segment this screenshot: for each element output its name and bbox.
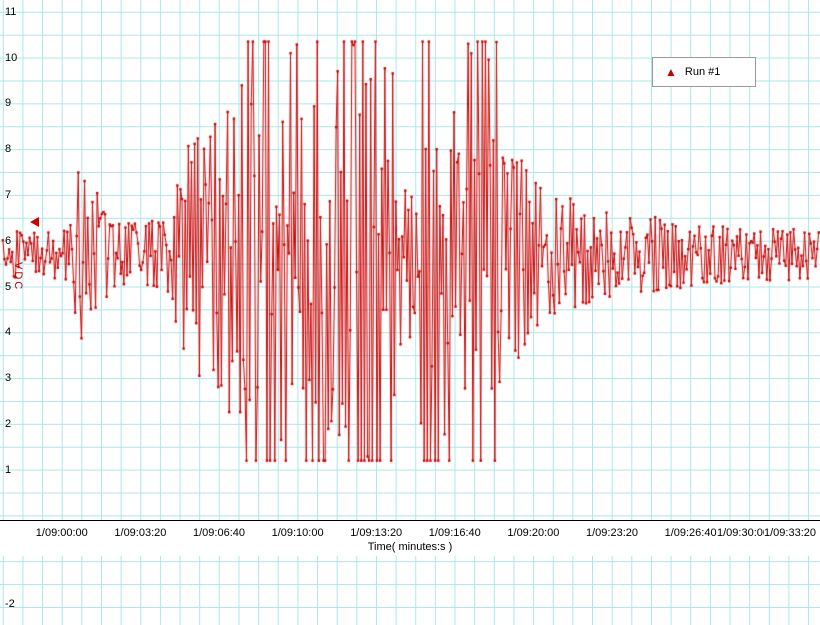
y-tick-label: 2 (5, 418, 12, 430)
y-tick-label: 11 (5, 5, 17, 18)
y-axis-title: VDC (12, 262, 24, 292)
y-tick-label: 6 (5, 234, 12, 247)
x-tick-label: 1/09:16:40 (428, 527, 481, 539)
x-tick-label: 1/09:10:00 (271, 527, 324, 539)
x-tick-label: 1/09:13:20 (350, 527, 403, 539)
x-tick-label: 1/09:20:00 (507, 527, 560, 539)
legend-run-label: Run #1 (684, 66, 721, 78)
y-tick-label: 5 (5, 280, 12, 293)
trace-position-marker-icon[interactable] (30, 217, 39, 227)
x-tick-label: 1/09:23:20 (586, 527, 638, 539)
x-tick-label: 1/09:03:20 (114, 527, 167, 539)
x-tick-label: 1/09:33:20 (764, 527, 816, 539)
legend-triangle-icon: ▲ (665, 65, 677, 79)
x-tick-label: 1/09:26:40 (664, 527, 717, 539)
y-tick-label: 3 (5, 372, 12, 385)
y-tick-label: 8 (5, 143, 12, 156)
x-axis-title: Time( minutes:s ) (367, 541, 453, 553)
x-tick-label: 1/09:30:00 (717, 527, 764, 539)
second-pane-tick-label: -2 (5, 598, 15, 610)
y-tick-label: 1 (5, 463, 12, 476)
y-tick-label: 9 (5, 97, 12, 110)
legend-box: ▲ Run #1 (652, 57, 756, 87)
y-tick-label: 10 (5, 51, 18, 64)
x-axis-strip: 1/09:00:00 1/09:03:20 1/09:06:40 1/09:10:00… (0, 520, 820, 556)
y-tick-label: 4 (5, 326, 12, 339)
x-tick-label: 1/09:06:40 (193, 527, 245, 539)
x-tick-label: 1/09:00:00 (35, 527, 88, 539)
y-tick-label: 7 (5, 189, 12, 201)
